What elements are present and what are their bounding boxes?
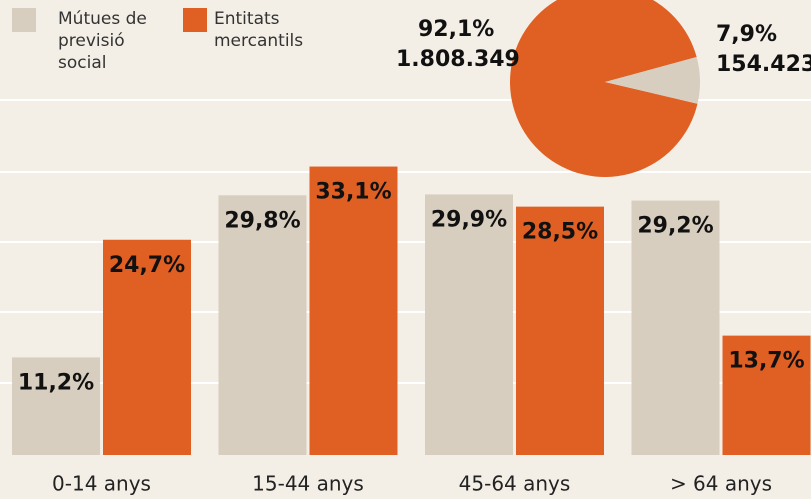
legend-swatch (12, 8, 36, 32)
data-label: 28,5% (522, 220, 598, 245)
bar (722, 335, 811, 455)
data-label: 29,2% (637, 214, 713, 239)
data-label: 11,2% (18, 370, 94, 395)
pie-percent-label: 92,1% (418, 17, 494, 42)
x-tick-label: 45-64 anys (459, 472, 571, 496)
pie-percent-label: 7,9% (716, 22, 777, 47)
legend-swatch (183, 8, 207, 32)
x-tick-label: > 64 anys (670, 472, 772, 496)
bar (516, 206, 604, 455)
bar (12, 357, 100, 455)
pie-count-label: 1.808.349 (396, 47, 520, 72)
pie-slice (605, 57, 700, 104)
bar (309, 166, 398, 456)
data-label: 33,1% (315, 180, 391, 205)
legend-label: Entitats mercantils (214, 9, 304, 51)
bar (103, 239, 191, 455)
data-label: 29,8% (224, 208, 300, 233)
data-label: 13,7% (728, 349, 804, 374)
bar (631, 200, 720, 455)
bar (425, 194, 513, 455)
pie-count-label: 154.423 (716, 52, 811, 77)
x-tick-label: 0-14 anys (52, 472, 151, 496)
data-label: 29,9% (431, 207, 507, 232)
x-tick-label: 15-44 anys (252, 472, 364, 496)
legend-label: Mútues de previsió social (58, 9, 147, 73)
pie-slice (510, 0, 698, 177)
bar (218, 195, 307, 456)
data-label: 24,7% (109, 253, 185, 278)
